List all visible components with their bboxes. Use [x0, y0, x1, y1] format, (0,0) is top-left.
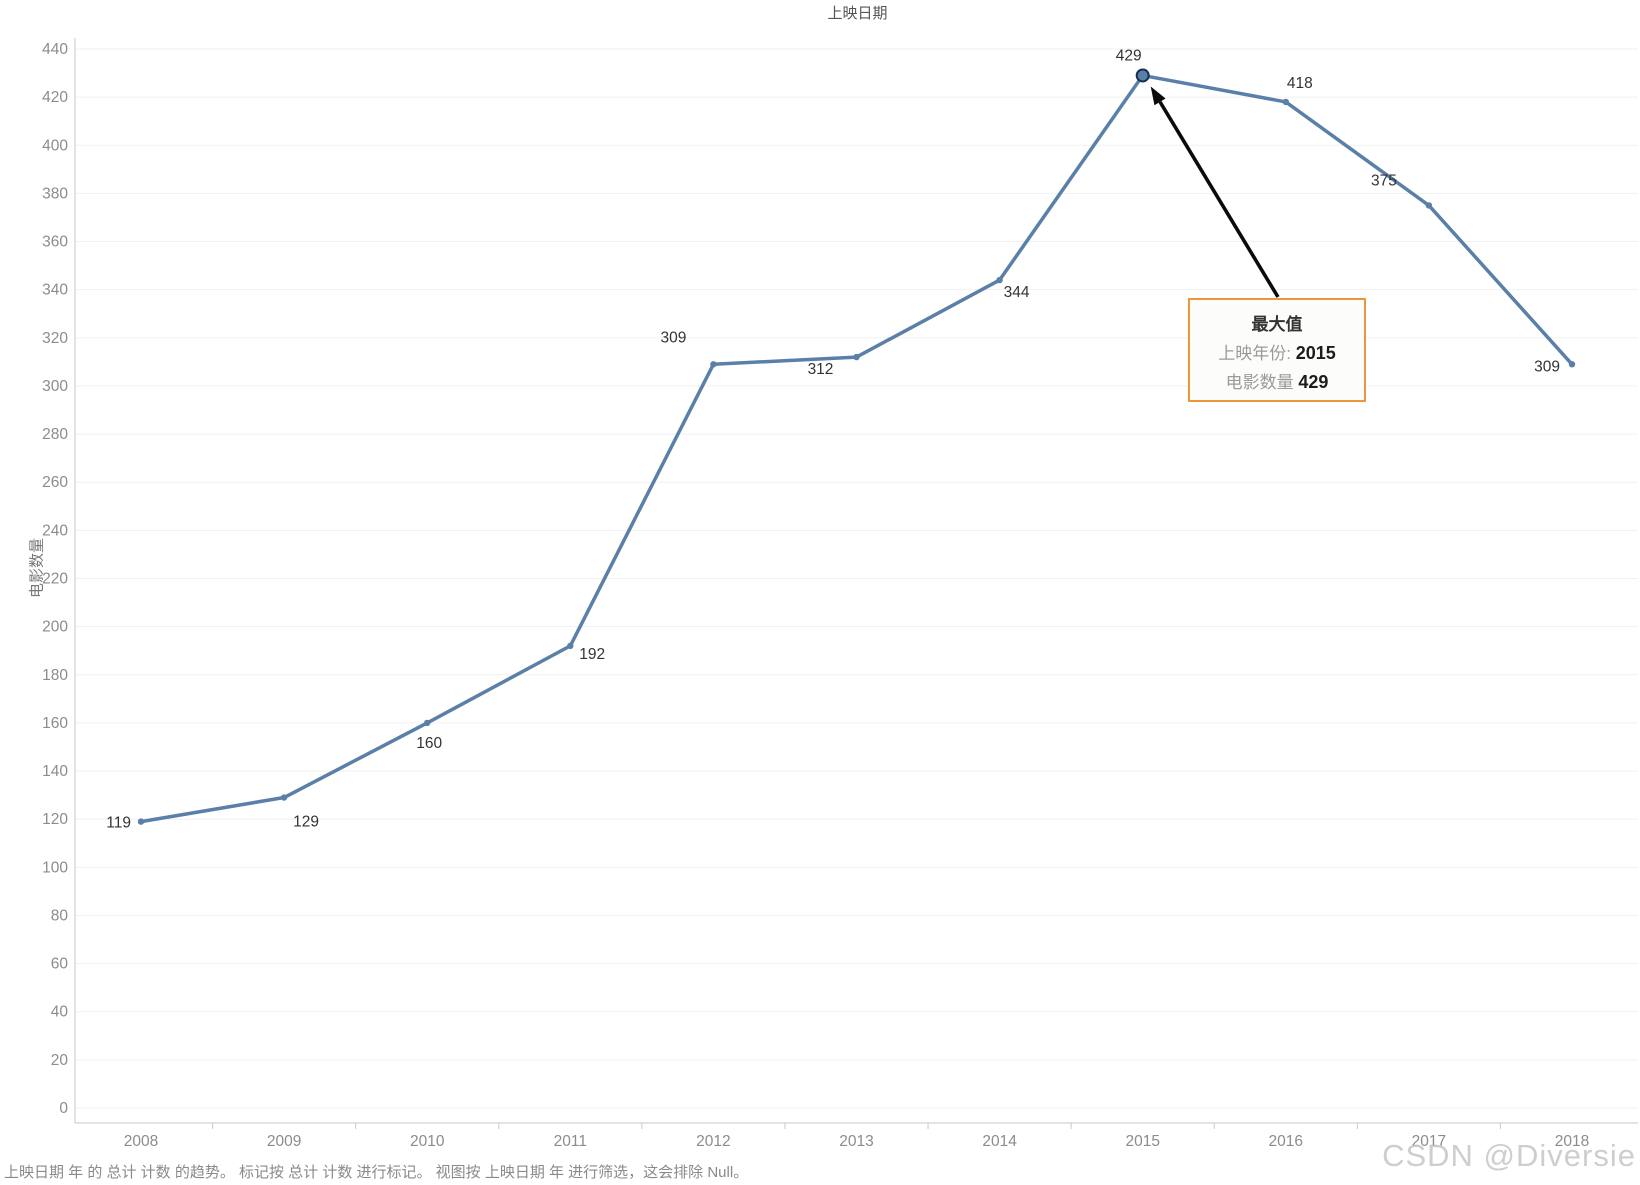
y-tick-label: 160 — [42, 715, 68, 732]
data-point-label: 309 — [660, 329, 686, 346]
x-tick-label[interactable]: 2009 — [267, 1133, 301, 1150]
data-point-label: 344 — [1004, 284, 1030, 301]
y-tick-label: 80 — [51, 907, 69, 924]
x-tick-label[interactable]: 2015 — [1125, 1133, 1159, 1150]
annotation-count-value: 429 — [1298, 372, 1329, 392]
y-tick-label: 340 — [42, 282, 68, 299]
y-tick-label: 320 — [42, 330, 68, 347]
data-point-label: 429 — [1116, 47, 1142, 64]
y-tick-label: 260 — [42, 474, 68, 491]
data-point[interactable] — [710, 361, 717, 368]
y-tick-label: 360 — [42, 234, 68, 251]
max-value-annotation[interactable]: 最大值 上映年份: 2015 电影数量 429 — [1188, 298, 1366, 402]
data-point-label: 312 — [808, 361, 834, 378]
y-tick-label: 140 — [42, 763, 68, 780]
annotation-year-line: 上映年份: 2015 — [1218, 343, 1336, 363]
y-tick-label: 120 — [42, 811, 68, 828]
data-point[interactable] — [280, 794, 288, 801]
watermark: CSDN @Diversie — [1382, 1138, 1636, 1173]
data-point-label: 160 — [416, 735, 442, 752]
y-tick-label: 180 — [42, 667, 68, 684]
data-point[interactable] — [424, 719, 431, 727]
data-point[interactable] — [1568, 361, 1576, 368]
data-point-label: 375 — [1371, 172, 1397, 189]
annotation-count-line: 电影数量 429 — [1225, 372, 1329, 392]
x-tick-label[interactable]: 2014 — [982, 1133, 1017, 1150]
chart-caption: 上映日期 年 的 总计 计数 的趋势。 标记按 总计 计数 进行标记。 视图按 … — [4, 1164, 749, 1181]
y-tick-label: 200 — [42, 619, 68, 636]
data-point[interactable] — [1425, 202, 1433, 209]
data-point[interactable] — [853, 353, 860, 361]
data-point[interactable] — [1282, 98, 1290, 106]
data-point-label: 129 — [293, 814, 319, 831]
y-tick-label: 240 — [42, 522, 68, 539]
y-tick-label: 60 — [51, 956, 69, 973]
x-tick-label[interactable]: 2010 — [410, 1133, 445, 1150]
annotation-year-value: 2015 — [1295, 343, 1336, 363]
data-point[interactable] — [137, 818, 145, 825]
y-tick-label: 220 — [42, 571, 68, 588]
y-tick-label: 0 — [59, 1100, 68, 1117]
annotation-arrowhead — [1150, 86, 1166, 106]
y-tick-label: 380 — [42, 185, 68, 202]
chart-title: 上映日期 — [827, 5, 888, 22]
x-tick-label[interactable]: 2012 — [696, 1133, 730, 1150]
data-point[interactable] — [996, 276, 1003, 284]
x-tick-label[interactable]: 2018 — [1555, 1133, 1589, 1150]
y-tick-label: 20 — [51, 1052, 69, 1069]
x-tick-label[interactable]: 2013 — [839, 1133, 873, 1150]
x-tick-label[interactable]: 2008 — [124, 1133, 158, 1150]
annotation-title: 最大值 — [1251, 315, 1303, 334]
x-tick-label[interactable]: 2017 — [1412, 1133, 1446, 1150]
max-data-point[interactable] — [1135, 68, 1150, 83]
y-axis-title: 电影数量 — [28, 537, 46, 599]
y-tick-label: 420 — [42, 89, 68, 106]
x-tick-label[interactable]: 2011 — [554, 1133, 587, 1150]
y-tick-label: 400 — [42, 137, 68, 154]
y-tick-label: 100 — [42, 859, 68, 876]
y-tick-label: 40 — [51, 1004, 69, 1021]
x-tick-label[interactable]: 2016 — [1269, 1133, 1303, 1150]
data-point-label: 192 — [579, 646, 605, 663]
data-point-label: 119 — [106, 815, 131, 832]
data-point-label: 418 — [1287, 75, 1313, 92]
trend-line — [139, 73, 1574, 824]
y-tick-label: 280 — [42, 426, 68, 443]
y-tick-label: 440 — [42, 41, 68, 58]
y-tick-label: 300 — [42, 378, 68, 395]
annotation-arrow-line — [1158, 100, 1280, 298]
data-point-label: 309 — [1534, 358, 1560, 375]
data-point[interactable] — [567, 642, 574, 650]
